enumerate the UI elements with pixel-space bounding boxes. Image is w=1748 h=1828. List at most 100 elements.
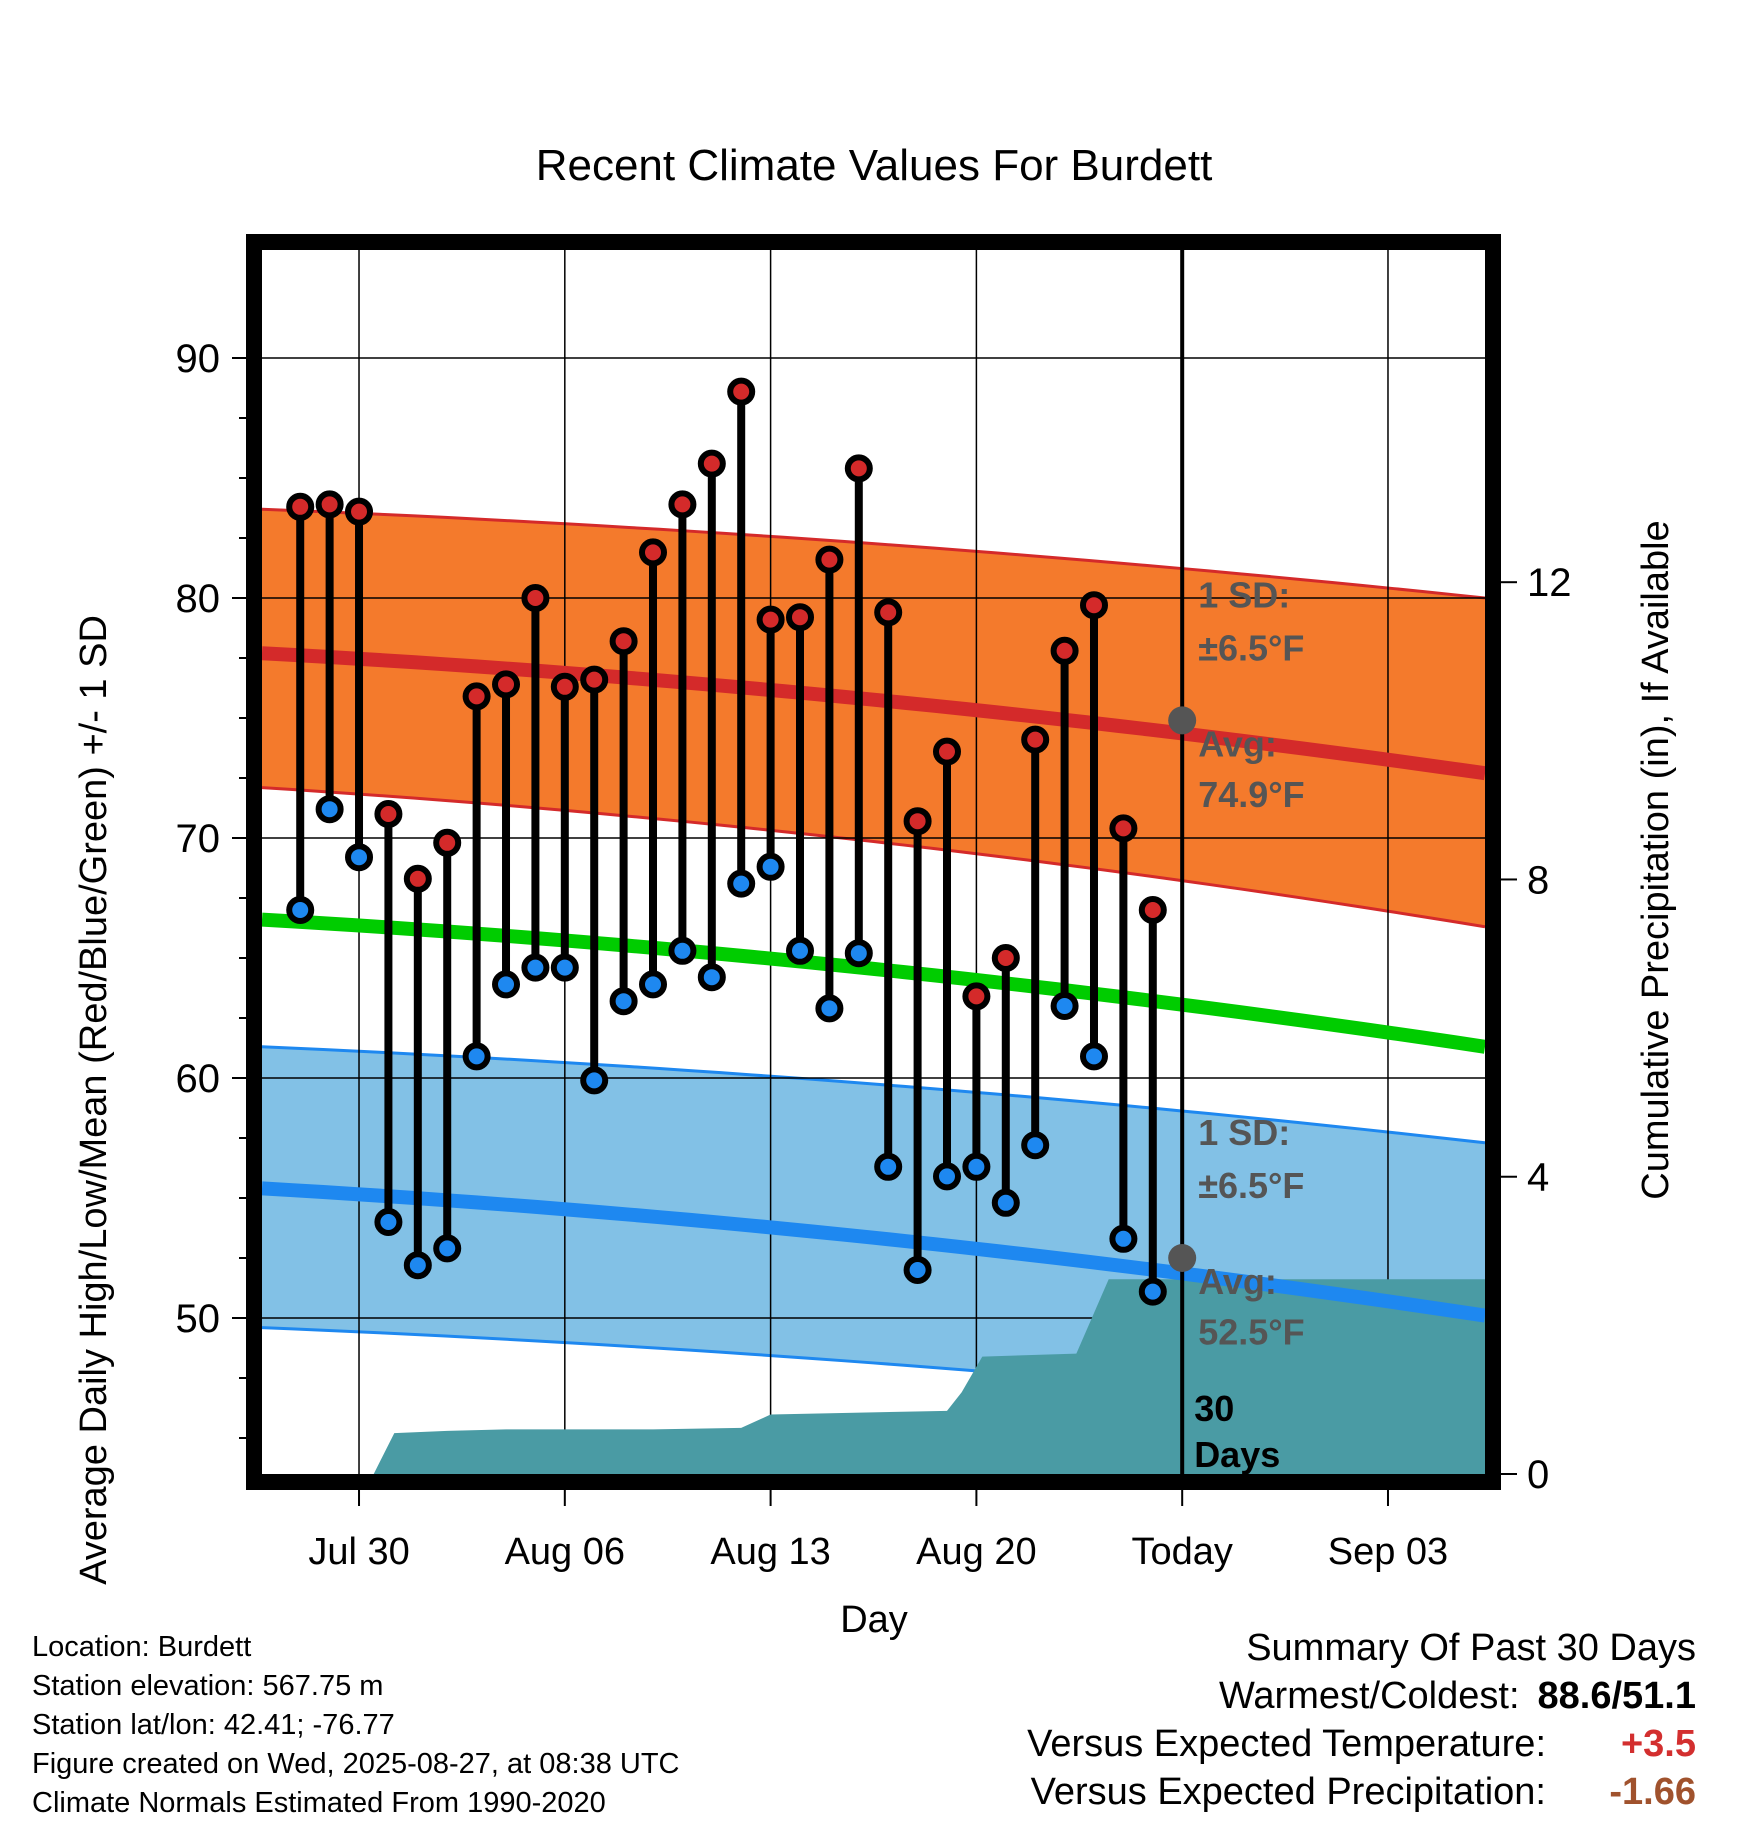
daily-high-point <box>1079 591 1108 620</box>
daily-low-point <box>844 939 873 968</box>
daily-high-point <box>550 672 579 701</box>
precip-label: Versus Expected Precipitation: <box>1030 1771 1546 1813</box>
daily-high-point <box>286 492 315 521</box>
daily-high-point <box>374 800 403 828</box>
daily-low-point <box>462 1042 491 1071</box>
sd-band-upper-edge <box>262 507 1485 600</box>
today-high-marker <box>1168 706 1197 735</box>
precipitation-area <box>262 1279 1485 1474</box>
x-tick-label: Aug 06 <box>505 1531 625 1573</box>
high-avg-value: 74.9°F <box>1198 774 1304 815</box>
daily-low-point <box>903 1256 932 1284</box>
y-tick-label: 90 <box>176 337 221 381</box>
normals-text: Climate Normals Estimated From 1990-2020 <box>32 1787 606 1819</box>
created-text: Figure created on Wed, 2025-08-27, at 08… <box>32 1748 680 1780</box>
x-tick-label: Aug 20 <box>916 1531 1036 1573</box>
low-sd-value: ±6.5°F <box>1198 1165 1304 1206</box>
daily-low-point <box>580 1066 609 1095</box>
daily-high-point <box>844 454 873 483</box>
axis-ticks: 50 60 70 80 90 0 4 8 12 Jul 30 Aug 06 Aug 13 Aug 20 T… <box>176 337 1572 1573</box>
y-tick-label: 70 <box>176 817 221 861</box>
x-tick-label: Today <box>1131 1531 1232 1573</box>
daily-low-point <box>962 1152 991 1181</box>
precip-value: -1.66 <box>1609 1771 1696 1813</box>
normal-line-mean <box>262 912 1485 1054</box>
y-tick-label: 50 <box>176 1297 221 1341</box>
x-tick-label: Jul 30 <box>308 1531 409 1573</box>
y2-tick-label: 8 <box>1527 858 1549 902</box>
daily-low-point <box>756 852 785 881</box>
high-sd-label: 1 SD: <box>1198 575 1290 616</box>
daily-low-point <box>727 869 756 898</box>
daily-low-point <box>286 896 315 924</box>
daily-high-point <box>403 864 432 893</box>
daily-low-point <box>403 1251 432 1280</box>
daily-high-point <box>962 982 991 1011</box>
daily-high-point <box>315 490 344 519</box>
daily-high-point <box>433 828 462 857</box>
summary-temp: Versus Expected Temperature: +3.5 <box>1027 1720 1696 1768</box>
x-tick-label: Sep 03 <box>1328 1531 1448 1573</box>
high-avg-label: Avg: <box>1198 723 1277 764</box>
annotations: 1 SD: ±6.5°F Avg: 74.9°F 1 SD: ±6.5°F Avg: 52.5… <box>1194 575 1304 1475</box>
daily-low-point <box>639 970 668 999</box>
normal-line-low <box>262 1181 1485 1323</box>
daily-high-point <box>1109 814 1138 843</box>
normal-line-high <box>262 646 1485 781</box>
y2-tick-label: 0 <box>1527 1453 1549 1497</box>
summary-warm-cold: Warmest/Coldest: 88.6/51.1 <box>1027 1672 1696 1720</box>
daily-low-point <box>315 795 344 824</box>
daily-low-point <box>609 987 638 1016</box>
low-avg-label: Avg: <box>1198 1261 1277 1302</box>
daily-high-point <box>903 807 932 836</box>
daily-low-point <box>815 994 844 1023</box>
elevation-text: Station elevation: 567.75 m <box>32 1670 384 1702</box>
sd-band-lower-edge <box>262 786 1485 929</box>
daily-low-point <box>874 1152 903 1181</box>
daily-high-point <box>639 538 668 567</box>
daily-high-point <box>932 737 961 766</box>
y-axis-label: Average Daily High/Low/Mean (Red/Blue/Gr… <box>73 615 115 1585</box>
chart-title: Recent Climate Values For Burdett <box>536 141 1213 190</box>
summary-precip: Versus Expected Precipitation: -1.66 <box>1027 1768 1696 1816</box>
x-tick-label: Aug 13 <box>710 1531 830 1573</box>
daily-high-point <box>580 665 609 694</box>
today-low-marker <box>1168 1244 1197 1272</box>
latlon-text: Station lat/lon: 42.41; -76.77 <box>32 1709 395 1741</box>
daily-low-point <box>433 1234 462 1263</box>
daily-high-point <box>697 449 726 478</box>
daily-low-point <box>668 936 697 965</box>
daily-high-point <box>815 545 844 574</box>
period-label-number: 30 <box>1194 1388 1234 1429</box>
daily-high-point <box>727 377 756 406</box>
daily-low-point <box>521 953 550 982</box>
y2-axis-label: Cumulative Precipitation (in), If Availa… <box>1635 520 1677 1199</box>
daily-low-point <box>1109 1224 1138 1253</box>
daily-low-point <box>345 843 374 872</box>
summary-title: Summary Of Past 30 Days <box>1246 1627 1696 1669</box>
sd-band-high <box>262 509 1485 927</box>
y-tick-label: 80 <box>176 577 221 621</box>
high-sd-value: ±6.5°F <box>1198 627 1304 668</box>
daily-low-point <box>1079 1042 1108 1071</box>
daily-low-point <box>932 1162 961 1191</box>
x-axis-label: Day <box>840 1599 908 1641</box>
daily-high-point <box>345 497 374 526</box>
low-sd-label: 1 SD: <box>1198 1112 1290 1153</box>
y-tick-label: 60 <box>176 1057 221 1101</box>
daily-high-point <box>991 944 1020 972</box>
daily-low-point <box>374 1208 403 1236</box>
daily-high-point <box>1138 896 1167 924</box>
period-label-unit: Days <box>1194 1434 1280 1475</box>
daily-high-point <box>874 598 903 627</box>
y2-tick-label: 4 <box>1527 1156 1549 1200</box>
daily-high-point <box>668 490 697 519</box>
daily-high-point <box>1021 725 1050 754</box>
location-text: Location: Burdett <box>32 1631 252 1663</box>
daily-low-point <box>1021 1131 1050 1160</box>
low-avg-value: 52.5°F <box>1198 1311 1304 1352</box>
daily-high-point <box>1050 636 1079 665</box>
y2-tick-label: 12 <box>1527 561 1572 605</box>
plot-frame <box>246 234 1501 1490</box>
daily-observations <box>286 377 1167 1306</box>
